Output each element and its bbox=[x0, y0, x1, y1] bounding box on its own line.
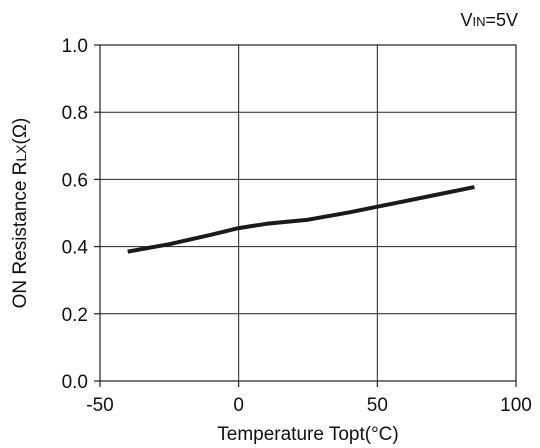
y-tick-label: 0.8 bbox=[62, 103, 88, 124]
x-tick-label: 0 bbox=[233, 395, 244, 416]
y-tick-labels: 0.0 0.2 0.4 0.6 0.8 1.0 bbox=[62, 36, 100, 393]
y-tick-label: 0.2 bbox=[62, 305, 88, 326]
y-axis-label: ON Resistance RLX(Ω) bbox=[10, 118, 31, 309]
x-axis-label: Temperature Topt(°C) bbox=[217, 424, 398, 445]
y-tick-label: 0.6 bbox=[62, 170, 88, 191]
grid bbox=[100, 45, 516, 381]
x-tick-label: -50 bbox=[86, 395, 113, 416]
y-tick-label: 0.4 bbox=[62, 238, 89, 259]
y-tick-label: 0.0 bbox=[62, 372, 88, 393]
y-tick-label: 1.0 bbox=[62, 36, 88, 57]
series-layer bbox=[127, 185, 475, 254]
plot-border bbox=[99, 44, 517, 382]
series-line bbox=[127, 185, 475, 254]
x-tick-labels: -50 0 50 100 bbox=[86, 381, 532, 416]
plot-frame bbox=[99, 44, 517, 382]
x-tick-label: 50 bbox=[367, 395, 388, 416]
condition-note: VIN=5V bbox=[460, 10, 518, 30]
x-tick-label: 100 bbox=[500, 395, 532, 416]
